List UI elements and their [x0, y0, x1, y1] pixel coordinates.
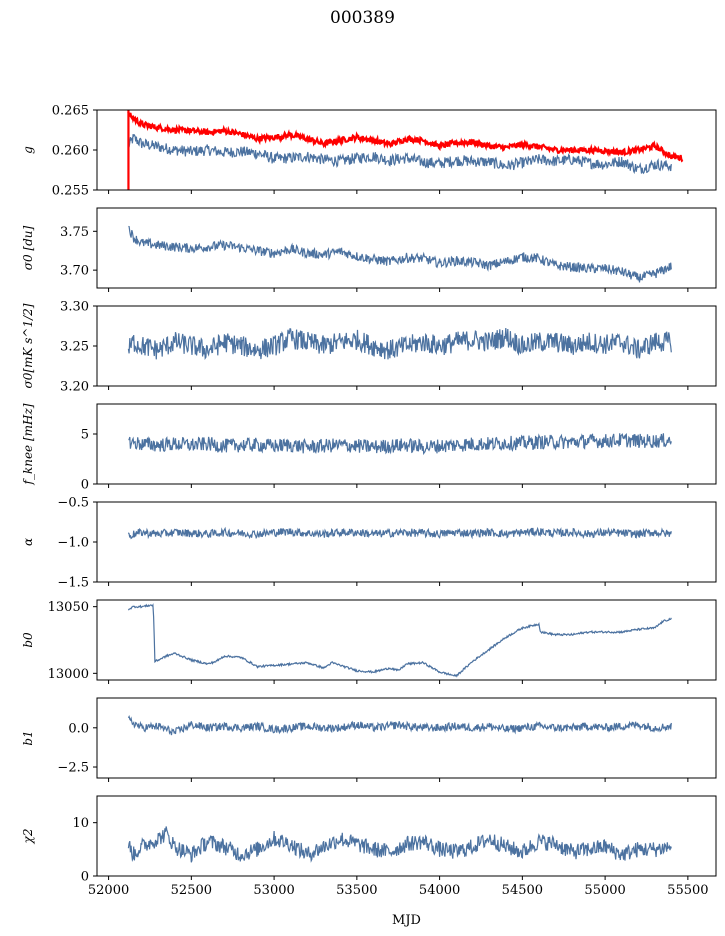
subplot-7: −2.5 0.0 b1	[21, 697, 717, 782]
x-tick-label: 53000	[253, 883, 294, 898]
subplot-4: 0 5 f_knee [mHz]	[21, 403, 717, 493]
y-tick-label: −1.5	[57, 576, 89, 591]
y-tick-label: 0.265	[52, 104, 89, 119]
subplot-8: 0 10 52000 52500 53000 53500 54000 54500 55000 55…	[21, 795, 717, 898]
series-line-2	[127, 111, 684, 163]
y-tick-label: −0.5	[57, 496, 89, 511]
y-axis-label: g	[21, 146, 35, 154]
y-axis-label: f_knee [mHz]	[21, 403, 35, 485]
series-line-1	[128, 225, 672, 283]
y-tick-label: 3.30	[60, 300, 89, 315]
series-line-1	[127, 715, 672, 736]
series-line-1	[127, 133, 672, 175]
subplot-2: 3.70 3.75 σ0 [du]	[21, 207, 717, 292]
x-tick-label: 55500	[667, 883, 708, 898]
y-axis-label: χ2	[21, 829, 35, 845]
x-tick-label: 52500	[171, 883, 212, 898]
y-tick-label: 10	[72, 816, 89, 831]
y-tick-label: −1.0	[57, 536, 89, 551]
series-line-1	[128, 433, 672, 456]
series-line-1	[127, 826, 672, 863]
x-tick-label: 53500	[336, 883, 377, 898]
x-axis-label: MJD	[392, 913, 421, 928]
y-tick-label: 3.20	[60, 380, 89, 395]
series-line-1	[127, 603, 672, 678]
x-tick-label: 54000	[419, 883, 460, 898]
axes-frame	[96, 697, 717, 779]
axes-frame	[96, 501, 717, 583]
subplot-6: 13000 13050 b0	[21, 599, 717, 684]
x-tick-label: 54500	[502, 883, 543, 898]
subplot-3: 3.20 3.25 3.30 σ0[mK s^1/2]	[21, 300, 717, 395]
y-tick-label: 0.260	[52, 144, 89, 159]
y-tick-label: 5	[81, 428, 89, 443]
x-tick-label: 52000	[88, 883, 129, 898]
y-tick-label: 0.255	[52, 184, 89, 199]
y-tick-label: 0	[81, 870, 89, 885]
axes-frame	[96, 207, 717, 289]
figure-title: 000389	[330, 8, 395, 28]
subplot-5: −1.5 −1.0 −0.5 α	[21, 496, 717, 591]
y-axis-label: σ0[mK s^1/2]	[21, 303, 35, 388]
y-tick-label: 3.70	[60, 264, 89, 279]
y-axis-label: b1	[21, 730, 35, 745]
axes-frame	[96, 599, 717, 681]
y-tick-label: 13000	[48, 667, 89, 682]
axes-frame	[96, 795, 717, 877]
subplot-1: 0.255 0.260 0.265 g	[21, 104, 717, 199]
y-tick-label: 0.0	[68, 721, 89, 736]
y-tick-label: 3.25	[60, 340, 89, 355]
y-tick-label: −2.5	[57, 761, 89, 776]
y-axis-label: α	[21, 538, 35, 546]
series-line-1	[127, 327, 672, 360]
series-line-1	[127, 526, 672, 540]
y-tick-label: 0	[81, 478, 89, 493]
axes-frame	[96, 403, 717, 485]
y-tick-label: 3.75	[60, 225, 89, 240]
y-axis-label: σ0 [du]	[21, 225, 35, 270]
x-tick-label: 55000	[584, 883, 625, 898]
y-axis-label: b0	[21, 632, 35, 648]
y-tick-label: 13050	[48, 600, 89, 615]
